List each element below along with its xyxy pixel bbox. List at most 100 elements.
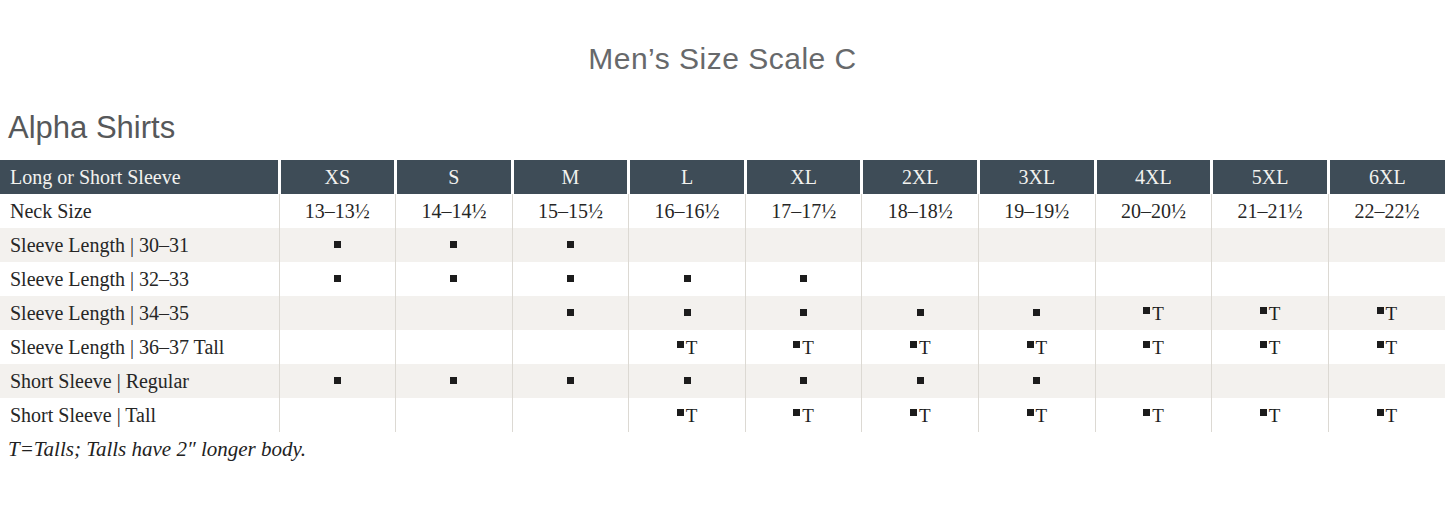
table-cell	[1212, 364, 1329, 398]
column-header-6xl: 6XL	[1328, 160, 1445, 194]
row-label: Sleeve Length | 34–35	[0, 296, 279, 330]
table-cell: T	[1328, 398, 1445, 432]
column-header-2xl: 2XL	[862, 160, 979, 194]
table-cell	[1212, 228, 1329, 262]
available-square-icon	[910, 409, 917, 416]
table-cell: 14–14½	[396, 194, 513, 228]
table-cell	[1095, 262, 1212, 296]
table-cell: T	[1095, 296, 1212, 330]
available-square-icon	[567, 377, 574, 384]
table-cell: T	[1328, 296, 1445, 330]
available-square-icon	[684, 377, 691, 384]
table-cell	[1212, 262, 1329, 296]
available-square-icon	[800, 275, 807, 282]
table-cell	[629, 228, 746, 262]
table-cell: T	[745, 330, 862, 364]
table-cell	[1328, 262, 1445, 296]
table-cell: 13–13½	[279, 194, 396, 228]
available-square-icon	[917, 309, 924, 316]
available-square-icon	[1143, 409, 1150, 416]
table-cell	[279, 330, 396, 364]
tall-marker: T	[802, 337, 814, 358]
available-square-icon	[1377, 409, 1384, 416]
table-cell	[629, 262, 746, 296]
table-cell	[745, 228, 862, 262]
available-square-icon	[684, 309, 691, 316]
table-cell: T	[1212, 330, 1329, 364]
table-cell	[862, 228, 979, 262]
table-cell	[512, 364, 629, 398]
table-cell	[862, 364, 979, 398]
tall-marker: T	[1152, 303, 1164, 324]
available-square-icon	[793, 341, 800, 348]
tall-marker: T	[919, 337, 931, 358]
table-cell: T	[862, 398, 979, 432]
table-cell: 20–20½	[1095, 194, 1212, 228]
available-square-icon	[800, 377, 807, 384]
available-square-icon	[334, 241, 341, 248]
table-cell	[979, 364, 1096, 398]
table-cell	[279, 296, 396, 330]
table-cell	[512, 330, 629, 364]
available-square-icon	[910, 341, 917, 348]
column-header-3xl: 3XL	[979, 160, 1096, 194]
table-cell	[512, 228, 629, 262]
table-cell: 22–22½	[1328, 194, 1445, 228]
tall-marker: T	[1386, 303, 1398, 324]
table-cell: T	[629, 398, 746, 432]
row-label: Sleeve Length | 32–33	[0, 262, 279, 296]
table-cell: 17–17½	[745, 194, 862, 228]
available-square-icon	[684, 275, 691, 282]
available-square-icon	[450, 377, 457, 384]
table-cell	[512, 296, 629, 330]
column-header-4xl: 4XL	[1095, 160, 1212, 194]
row-label: Short Sleeve | Tall	[0, 398, 279, 432]
tall-marker: T	[919, 405, 931, 426]
tall-marker: T	[802, 405, 814, 426]
table-cell: T	[979, 398, 1096, 432]
available-square-icon	[800, 309, 807, 316]
table-cell	[279, 398, 396, 432]
table-cell	[979, 262, 1096, 296]
available-square-icon	[1260, 341, 1267, 348]
table-row: Short Sleeve | TallTTTTTTT	[0, 398, 1445, 432]
table-cell: 15–15½	[512, 194, 629, 228]
table-cell	[979, 296, 1096, 330]
alpha-shirts-size-table: Long or Short Sleeve XSSMLXL2XL3XL4XL5XL…	[0, 160, 1445, 432]
available-square-icon	[567, 275, 574, 282]
table-cell	[629, 296, 746, 330]
table-cell	[279, 262, 396, 296]
column-header-l: L	[629, 160, 746, 194]
tall-marker: T	[1269, 303, 1281, 324]
available-square-icon	[1033, 309, 1040, 316]
table-body: Neck Size13–13½14–14½15–15½16–16½17–17½1…	[0, 194, 1445, 432]
available-square-icon	[567, 241, 574, 248]
column-header-s: S	[396, 160, 513, 194]
table-row: Neck Size13–13½14–14½15–15½16–16½17–17½1…	[0, 194, 1445, 228]
row-label: Sleeve Length | 30–31	[0, 228, 279, 262]
table-cell	[1328, 364, 1445, 398]
table-cell: 21–21½	[1212, 194, 1329, 228]
available-square-icon	[1143, 341, 1150, 348]
table-row: Sleeve Length | 36–37 TallTTTTTTT	[0, 330, 1445, 364]
table-cell	[396, 228, 513, 262]
table-cell	[396, 330, 513, 364]
tall-marker: T	[1152, 405, 1164, 426]
table-cell	[1095, 364, 1212, 398]
column-header-xl: XL	[745, 160, 862, 194]
table-row: Sleeve Length | 32–33	[0, 262, 1445, 296]
table-cell: 19–19½	[979, 194, 1096, 228]
column-header-m: M	[512, 160, 629, 194]
table-cell	[979, 228, 1096, 262]
table-row: Sleeve Length | 30–31	[0, 228, 1445, 262]
tall-marker: T	[686, 337, 698, 358]
available-square-icon	[677, 409, 684, 416]
row-label: Short Sleeve | Regular	[0, 364, 279, 398]
table-cell: T	[1328, 330, 1445, 364]
available-square-icon	[1377, 307, 1384, 314]
tall-marker: T	[1036, 405, 1048, 426]
table-cell: 18–18½	[862, 194, 979, 228]
available-square-icon	[1260, 409, 1267, 416]
table-row: Sleeve Length | 34–35 T T T	[0, 296, 1445, 330]
table-cell: T	[979, 330, 1096, 364]
